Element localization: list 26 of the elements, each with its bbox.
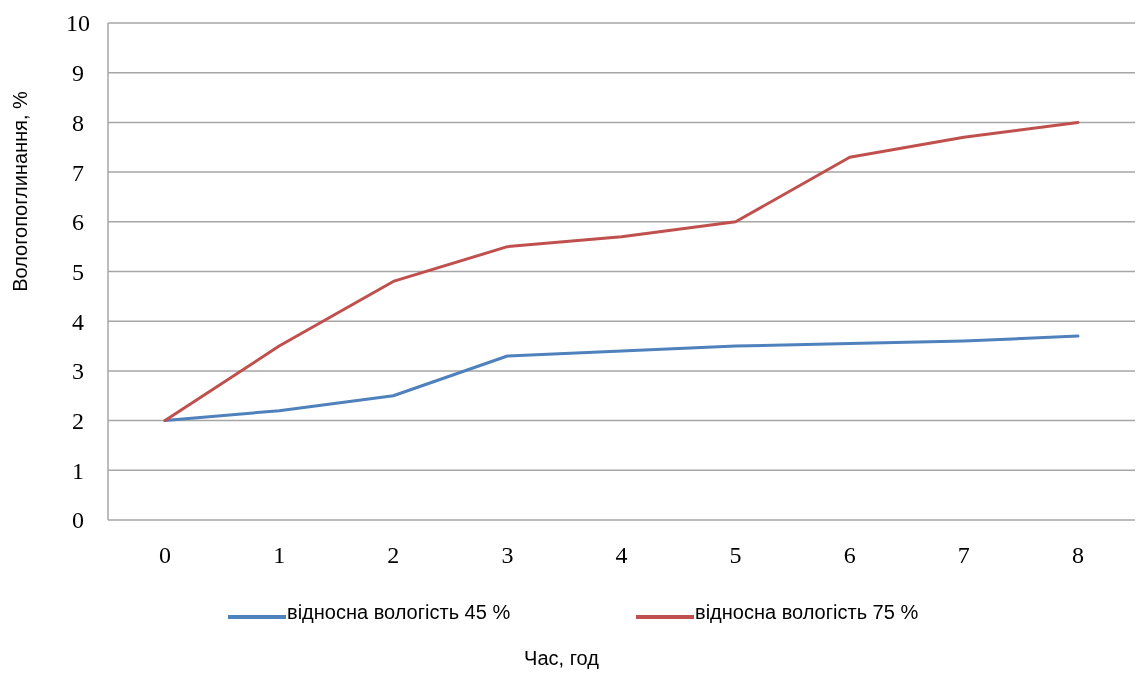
y-tick-label: 9 [72,60,84,87]
x-tick-label: 7 [957,542,970,568]
y-tick-label: 1 [72,457,84,484]
x-tick-label: 2 [387,542,400,568]
y-tick-label: 10 [66,10,90,37]
y-tick-label: 0 [72,507,84,534]
x-tick-label: 8 [1071,542,1084,568]
y-tick-label: 5 [72,258,84,285]
x-tick-label: 3 [501,542,514,568]
line-series [163,334,1080,423]
y-axis-title: Вологопоглинання, % [9,90,31,292]
x-tick-label: 5 [729,542,742,568]
line-series [163,120,1080,423]
legend-label: відносна вологість 45 % [287,601,511,623]
x-tick-label: 1 [273,542,286,568]
y-tick-label: 2 [72,408,84,434]
y-tick-label: 3 [72,358,84,385]
y-tick-label: 6 [72,209,84,236]
x-tick-label: 4 [615,542,628,568]
y-tick-label: 8 [72,109,84,136]
y-tick-label: 7 [72,159,84,186]
legend-label: відносна вологість 75 % [695,601,919,623]
x-axis-title: Час, год [524,647,600,669]
y-tick-label: 4 [72,308,84,335]
x-tick-label: 0 [159,542,172,568]
x-tick-label: 6 [843,542,856,568]
